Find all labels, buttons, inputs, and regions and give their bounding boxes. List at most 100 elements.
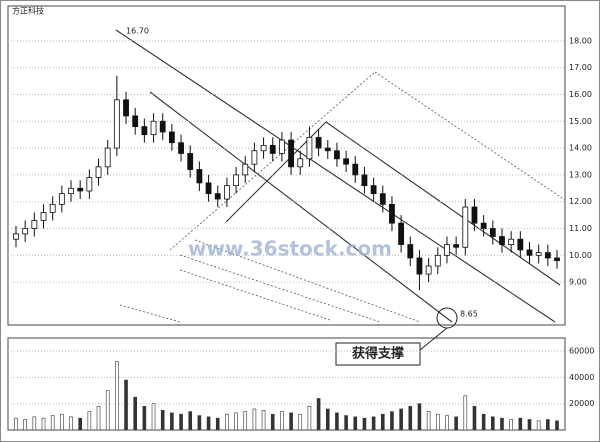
volume-bar xyxy=(445,415,449,431)
candle-body xyxy=(178,142,184,154)
candle-body xyxy=(251,150,258,165)
volume-bar xyxy=(426,411,431,431)
candle-body xyxy=(49,203,56,213)
high-label: 16.70 xyxy=(126,27,149,36)
candle-body xyxy=(288,139,294,168)
y-tick-label: 16.00 xyxy=(569,90,592,99)
volume-pane xyxy=(7,337,566,431)
candle-body xyxy=(223,185,230,200)
candle-body xyxy=(22,228,29,235)
candle-body xyxy=(343,158,350,165)
watermark: www.36stock.com xyxy=(188,237,392,261)
volume-bar xyxy=(60,413,64,431)
volume-bar xyxy=(518,417,523,431)
candle-body xyxy=(379,193,386,205)
candle-body xyxy=(315,136,322,149)
price-pane xyxy=(7,5,566,326)
volume-bar xyxy=(225,413,229,431)
candle-body xyxy=(141,126,148,136)
candle-body xyxy=(214,193,221,200)
volume-bar xyxy=(371,416,376,431)
callout-box xyxy=(335,342,421,366)
candle-body xyxy=(86,177,93,192)
y-tick-label: 10.00 xyxy=(569,251,592,260)
candle-body xyxy=(361,174,368,187)
candle-body xyxy=(407,244,414,259)
volume-bar xyxy=(399,408,403,431)
candle-body xyxy=(544,252,551,259)
low-label: 8.65 xyxy=(460,310,478,319)
candle-body xyxy=(242,163,249,176)
candle-body xyxy=(398,222,405,245)
candle-body xyxy=(150,120,157,136)
volume-tick-label: 40000 xyxy=(569,373,594,382)
candle-body xyxy=(489,228,496,237)
candle-body xyxy=(480,222,487,229)
volume-bar xyxy=(87,411,92,431)
candle-body xyxy=(260,144,267,152)
volume-bar xyxy=(491,416,495,431)
volume-bar xyxy=(197,415,202,431)
candle-body xyxy=(58,193,65,205)
volume-bar xyxy=(41,417,46,431)
candle-body xyxy=(499,236,505,245)
volume-bar xyxy=(252,408,257,431)
candle-body xyxy=(434,254,441,267)
volume-bar xyxy=(417,403,422,431)
volume-bar xyxy=(362,417,367,431)
volume-bar xyxy=(160,409,165,431)
volume-bar xyxy=(179,413,183,431)
volume-bar xyxy=(325,408,330,431)
candle-body xyxy=(40,212,47,221)
candle-body xyxy=(554,257,560,262)
volume-bar xyxy=(298,413,303,431)
volume-bar xyxy=(115,361,119,431)
callout-line xyxy=(419,327,448,351)
volume-bar xyxy=(527,419,532,431)
y-tick-label: 15.00 xyxy=(569,117,592,126)
volume-bar xyxy=(170,412,174,431)
volume-bar xyxy=(234,412,238,431)
candle-body xyxy=(306,136,313,160)
volume-bar xyxy=(509,419,513,431)
volume-bar xyxy=(215,417,220,431)
candle-body xyxy=(535,252,542,256)
candle-body xyxy=(389,203,395,224)
volume-bar xyxy=(316,398,321,431)
y-tick-label: 17.00 xyxy=(569,63,592,72)
volume-bar xyxy=(243,411,248,431)
volume-bar xyxy=(435,413,440,431)
candle-body xyxy=(526,249,533,256)
volume-bar xyxy=(69,416,73,431)
candle-body xyxy=(416,257,423,275)
candle-body xyxy=(334,150,340,160)
candle-body xyxy=(187,153,194,170)
volume-bar xyxy=(280,411,284,431)
volume-bar xyxy=(335,412,339,431)
candle-body xyxy=(159,120,166,133)
y-tick-label: 9.00 xyxy=(569,278,587,287)
candle-body xyxy=(132,115,139,128)
candle-body xyxy=(279,139,285,154)
candle-body xyxy=(471,206,478,224)
volume-bar xyxy=(23,419,27,431)
volume-bar xyxy=(14,417,18,431)
candle-body xyxy=(297,158,304,168)
candle-body xyxy=(233,174,239,187)
volume-bar xyxy=(32,416,37,431)
volume-bar xyxy=(546,419,550,431)
volume-bar xyxy=(142,406,147,431)
candle-body xyxy=(462,206,469,248)
candle-body xyxy=(352,163,359,176)
candle-body xyxy=(168,131,175,144)
y-tick-label: 11.00 xyxy=(569,224,592,233)
volume-bar xyxy=(307,406,312,431)
volume-bar xyxy=(105,390,110,431)
candle-body xyxy=(104,147,111,168)
volume-bar xyxy=(289,412,293,431)
volume-bar xyxy=(188,411,193,431)
volume-bar xyxy=(261,409,266,431)
volume-bar xyxy=(390,411,394,431)
volume-bar xyxy=(50,415,55,431)
